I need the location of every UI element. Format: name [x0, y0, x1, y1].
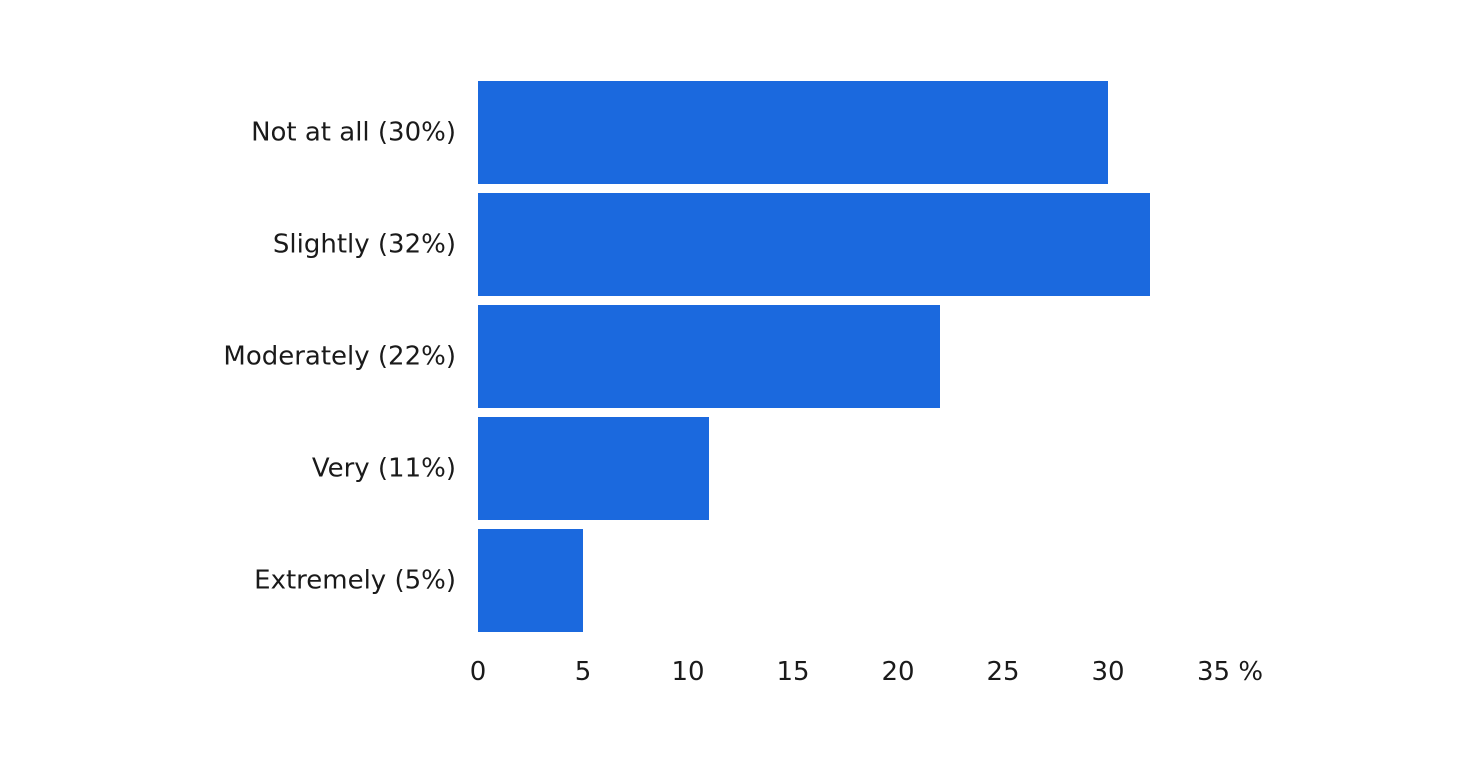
x-tick-label: 25 — [986, 657, 1019, 687]
bar — [478, 81, 1108, 184]
bar — [478, 193, 1150, 296]
x-axis-ticks: 0 5 10 15 20 25 30 35 % — [470, 657, 1263, 687]
category-labels: Not at all (30%) Slightly (32%) Moderately… — [223, 118, 456, 596]
bar — [478, 529, 583, 632]
category-label: Slightly (32%) — [273, 230, 456, 260]
x-tick-label: 15 — [776, 657, 809, 687]
category-label: Very (11%) — [312, 454, 456, 484]
bars-group — [478, 81, 1150, 632]
x-tick-label: 10 — [671, 657, 704, 687]
x-tick-label: 0 — [470, 657, 487, 687]
category-label: Extremely (5%) — [254, 566, 456, 596]
x-tick-label: 5 — [575, 657, 592, 687]
x-tick-label: 35 % — [1197, 657, 1263, 687]
bar — [478, 305, 940, 408]
category-label: Moderately (22%) — [223, 342, 456, 372]
bar — [478, 417, 709, 520]
x-tick-label: 30 — [1091, 657, 1124, 687]
category-label: Not at all (30%) — [251, 118, 456, 148]
x-tick-label: 20 — [881, 657, 914, 687]
